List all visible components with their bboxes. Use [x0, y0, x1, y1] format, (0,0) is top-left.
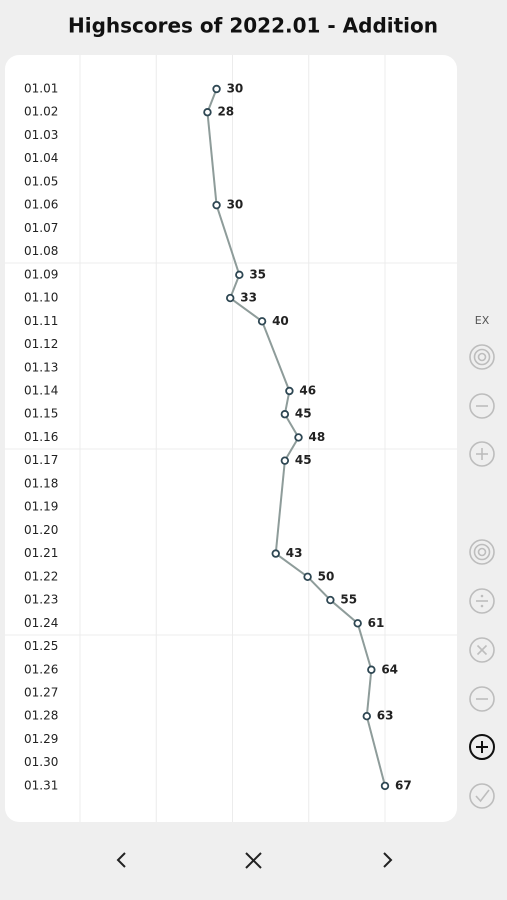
line-segment [206, 112, 218, 206]
y-tick-label: 01.22 [24, 569, 58, 583]
line-segment [283, 413, 300, 438]
data-label: 45 [295, 453, 312, 467]
line-segment [365, 669, 373, 717]
point [303, 572, 312, 582]
close-button[interactable] [245, 852, 262, 869]
data-label: 30 [227, 198, 244, 212]
y-tick-label: 01.17 [24, 453, 58, 467]
prev-button[interactable] [116, 852, 126, 868]
y-tick-label: 01.07 [24, 221, 58, 235]
point [280, 410, 290, 419]
mode-label: EX [475, 314, 490, 327]
data-label: 40 [272, 314, 289, 328]
point [235, 270, 244, 280]
times-button[interactable] [469, 637, 495, 663]
check-button[interactable] [469, 783, 495, 809]
data-label: 43 [286, 546, 303, 560]
data-label: 48 [309, 430, 326, 444]
y-tick-label: 01.06 [24, 198, 58, 212]
minus-button[interactable] [469, 686, 495, 712]
data-label: 55 [340, 593, 357, 607]
title: Highscores of 2022.01 - Addition [68, 14, 438, 38]
y-tick-label: 01.20 [24, 523, 58, 537]
line-segment [215, 204, 241, 276]
point [212, 200, 221, 210]
point [326, 595, 335, 605]
y-tick-label: 01.25 [24, 639, 58, 653]
line-segment [274, 460, 286, 554]
line-segment [283, 436, 300, 462]
point [257, 317, 267, 326]
data-label: 30 [227, 82, 244, 96]
y-tick-label: 01.30 [24, 755, 58, 769]
line-segment [229, 297, 263, 323]
point [203, 108, 212, 117]
divide-button[interactable] [469, 588, 495, 614]
line-segment [329, 599, 359, 625]
plus-button[interactable] [469, 441, 495, 467]
next-button[interactable] [383, 852, 393, 868]
point [271, 549, 280, 558]
y-tick-label: 01.05 [24, 174, 58, 188]
y-tick-label: 01.24 [24, 616, 58, 630]
data-label: 45 [295, 407, 312, 421]
data-label: 28 [217, 105, 234, 119]
data-label: 46 [299, 383, 316, 397]
y-tick-label: 01.10 [24, 291, 58, 305]
y-tick-label: 01.11 [24, 314, 58, 328]
y-tick-label: 01.23 [24, 593, 58, 607]
target-button[interactable] [469, 344, 495, 370]
y-tick-label: 01.02 [24, 105, 58, 119]
y-tick-label: 01.29 [24, 732, 58, 746]
line-segment [306, 576, 332, 601]
data-label: 61 [368, 616, 385, 630]
line-segment [261, 320, 291, 392]
data-label: 67 [395, 778, 412, 792]
y-tick-label: 01.03 [24, 128, 58, 142]
line-segment [275, 552, 309, 578]
y-tick-label: 01.14 [24, 383, 58, 397]
y-tick-label: 01.08 [24, 244, 58, 258]
y-tick-label: 01.13 [24, 360, 58, 374]
line-segment [365, 715, 386, 787]
point [226, 293, 235, 303]
y-tick-label: 01.18 [24, 476, 58, 490]
data-label: 35 [249, 267, 266, 281]
y-tick-label: 01.21 [24, 546, 58, 560]
point [280, 456, 290, 465]
data-label: 33 [240, 291, 257, 305]
chart-panel [5, 55, 457, 822]
point [294, 433, 303, 442]
point [212, 84, 221, 94]
y-tick-label: 01.01 [24, 82, 58, 96]
y-tick-label: 01.15 [24, 407, 58, 421]
point [353, 619, 362, 628]
point [367, 665, 376, 674]
y-tick-label: 01.26 [24, 662, 58, 676]
y-tick-label: 01.16 [24, 430, 58, 444]
target-button[interactable] [469, 539, 495, 565]
line-segment [356, 623, 373, 671]
y-tick-label: 01.09 [24, 267, 58, 281]
y-tick-label: 01.04 [24, 151, 58, 165]
point [362, 712, 371, 721]
point [285, 386, 294, 396]
y-tick-label: 01.27 [24, 685, 58, 699]
minus-button[interactable] [469, 393, 495, 419]
y-tick-label: 01.31 [24, 778, 58, 792]
data-label: 50 [318, 569, 335, 583]
data-label: 63 [377, 709, 394, 723]
data-label: 64 [381, 662, 398, 676]
point [380, 781, 390, 791]
y-tick-label: 01.12 [24, 337, 58, 351]
plus-button-selected[interactable] [469, 734, 495, 760]
y-tick-label: 01.19 [24, 500, 58, 514]
y-tick-label: 01.28 [24, 709, 58, 723]
